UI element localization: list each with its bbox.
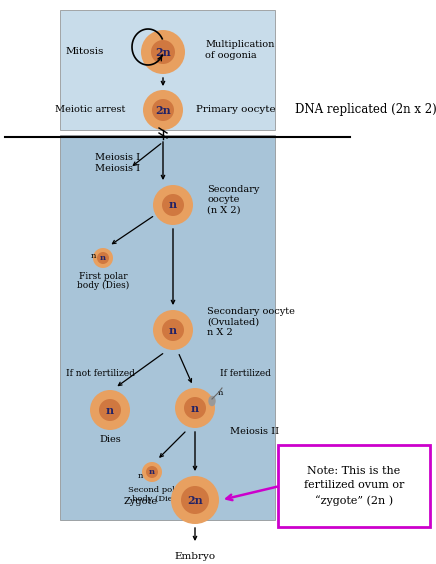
Text: Primary oocyte: Primary oocyte — [196, 105, 276, 114]
Text: Zygote: Zygote — [124, 497, 158, 506]
Circle shape — [99, 399, 121, 421]
Text: If not fertilized: If not fertilized — [65, 369, 134, 378]
Circle shape — [162, 194, 184, 216]
Circle shape — [162, 319, 184, 341]
Circle shape — [146, 466, 158, 478]
Text: n: n — [169, 200, 177, 210]
Text: 2n: 2n — [187, 495, 203, 505]
Text: n: n — [191, 403, 199, 413]
Text: First polar: First polar — [78, 272, 127, 281]
Circle shape — [97, 252, 109, 264]
Circle shape — [171, 476, 219, 524]
Text: Note: This is the
fertilized ovum or
“zygote” (2n ): Note: This is the fertilized ovum or “zy… — [304, 465, 404, 506]
Circle shape — [142, 462, 162, 482]
Text: body (Dies): body (Dies) — [132, 495, 180, 503]
Text: Mitosis: Mitosis — [66, 47, 104, 56]
Circle shape — [141, 30, 185, 74]
Circle shape — [93, 248, 113, 268]
FancyBboxPatch shape — [60, 135, 275, 520]
Text: body (Dies): body (Dies) — [77, 281, 129, 290]
Text: DNA replicated (2n x 2): DNA replicated (2n x 2) — [295, 104, 436, 117]
Circle shape — [181, 486, 209, 514]
Text: 2n: 2n — [155, 46, 171, 58]
Circle shape — [152, 99, 174, 121]
Text: If fertilized: If fertilized — [220, 369, 271, 378]
Circle shape — [143, 90, 183, 130]
Text: 2n: 2n — [155, 104, 171, 116]
Text: n: n — [137, 472, 143, 480]
Text: Secondary
oocyte
(n X 2): Secondary oocyte (n X 2) — [207, 185, 259, 215]
FancyBboxPatch shape — [60, 10, 275, 130]
Text: Meiotic arrest: Meiotic arrest — [55, 105, 125, 114]
Text: Secondary oocyte
(Ovulated)
n X 2: Secondary oocyte (Ovulated) n X 2 — [207, 307, 295, 337]
Text: Meiosis I
Meiosis I: Meiosis I Meiosis I — [95, 153, 140, 173]
Circle shape — [175, 388, 215, 428]
Circle shape — [184, 397, 206, 419]
Text: n: n — [100, 254, 106, 262]
Text: Multiplication
of oogonia: Multiplication of oogonia — [205, 40, 274, 60]
Text: Dies: Dies — [99, 435, 121, 444]
Ellipse shape — [209, 396, 215, 406]
Text: Second polar: Second polar — [128, 486, 184, 494]
Circle shape — [90, 390, 130, 430]
Circle shape — [151, 40, 175, 64]
FancyBboxPatch shape — [278, 445, 430, 527]
Text: Embryo: Embryo — [174, 552, 215, 561]
Text: n: n — [149, 468, 155, 476]
Text: n: n — [218, 389, 223, 397]
Text: n: n — [91, 252, 96, 260]
Circle shape — [153, 185, 193, 225]
Text: n: n — [169, 324, 177, 336]
Text: n: n — [106, 404, 114, 416]
Text: Meiosis II: Meiosis II — [230, 428, 279, 437]
Circle shape — [153, 310, 193, 350]
